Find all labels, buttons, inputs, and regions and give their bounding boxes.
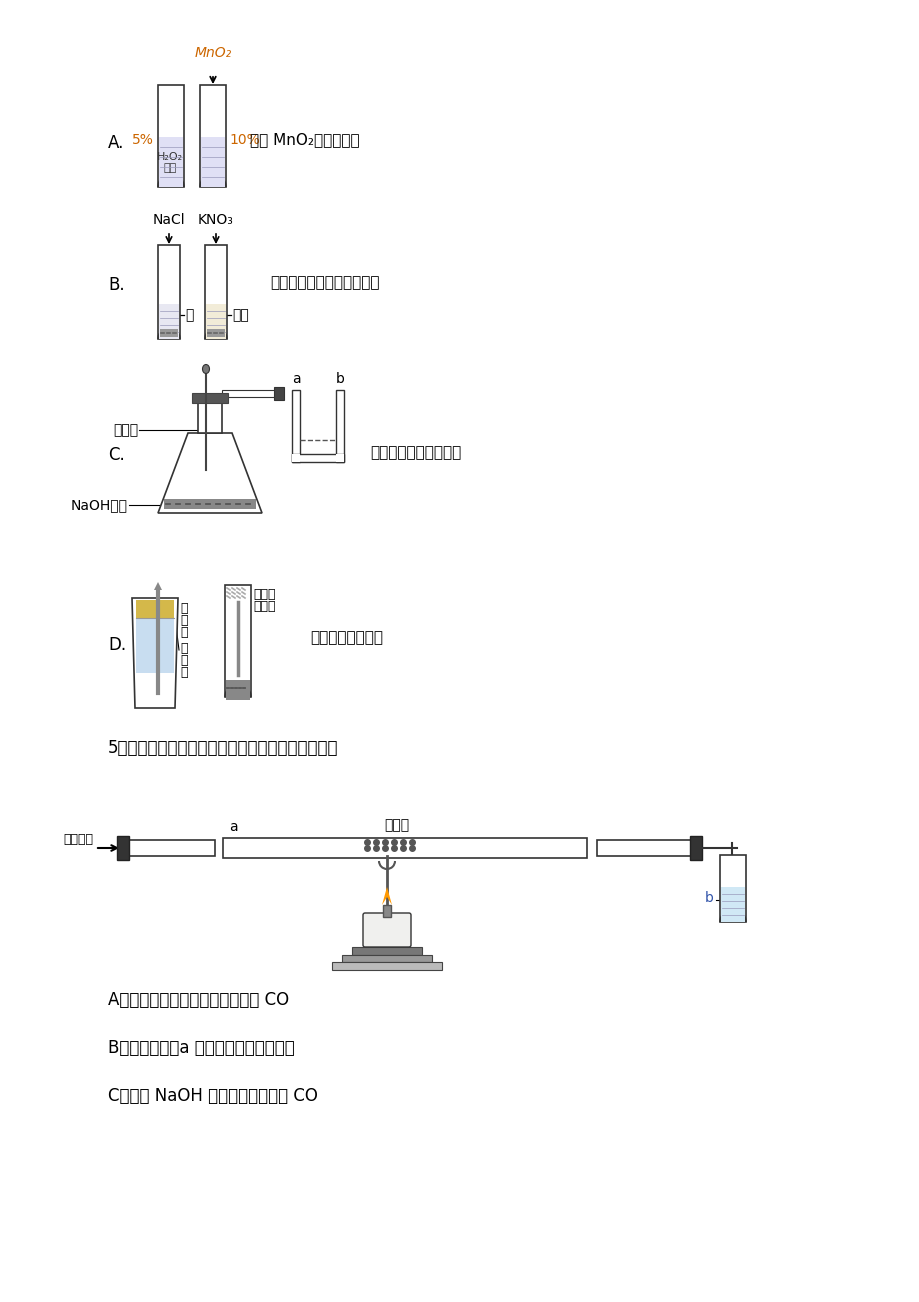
Text: 酒精: 酒精 (232, 309, 248, 322)
Bar (136, 600, 174, 618)
Text: NaCl: NaCl (153, 214, 185, 227)
Text: 水: 水 (185, 309, 193, 322)
Text: 植: 植 (180, 602, 187, 615)
Text: MnO₂: MnO₂ (194, 46, 232, 60)
Text: A．实验时应先点燃酒精喷灯后通 CO: A．实验时应先点燃酒精喷灯后通 CO (108, 991, 289, 1009)
Bar (225, 585, 251, 697)
Bar (352, 947, 422, 954)
Bar (291, 454, 300, 462)
Bar (596, 840, 691, 855)
FancyBboxPatch shape (363, 913, 411, 947)
Bar (720, 855, 745, 922)
Text: 油: 油 (180, 625, 187, 638)
Bar (335, 391, 344, 462)
Text: 蒸: 蒸 (180, 642, 187, 655)
Bar (335, 454, 344, 462)
Text: 探究 MnO₂的催化作用: 探究 MnO₂的催化作用 (250, 133, 359, 147)
Polygon shape (381, 887, 391, 905)
Text: 氧化铁: 氧化铁 (384, 818, 409, 832)
Polygon shape (205, 328, 227, 339)
Text: 棉花和: 棉花和 (253, 589, 275, 602)
Bar (207, 329, 225, 337)
Bar (291, 391, 300, 462)
Bar (226, 680, 250, 700)
Bar (342, 954, 432, 962)
Bar (222, 838, 586, 858)
Bar (689, 836, 701, 861)
Text: B．充分加热，a 处固体由黑色变为红色: B．充分加热，a 处固体由黑色变为红色 (108, 1039, 294, 1057)
Text: 物: 物 (180, 613, 187, 626)
Text: b: b (704, 891, 713, 905)
Bar (158, 245, 180, 339)
Text: 5、如图是工业炼铁的模拟实验。下列说法正确的是: 5、如图是工业炼铁的模拟实验。下列说法正确的是 (108, 740, 338, 756)
Text: NaOH固体: NaOH固体 (71, 497, 128, 512)
Polygon shape (199, 174, 226, 187)
Text: B.: B. (108, 276, 124, 294)
Bar (206, 303, 226, 339)
Bar (159, 137, 183, 187)
Bar (158, 85, 184, 187)
Bar (199, 85, 226, 187)
Polygon shape (153, 582, 162, 590)
Text: 稀硫酸: 稀硫酸 (113, 423, 138, 437)
Bar (136, 618, 174, 673)
Text: C.: C. (108, 447, 125, 464)
Bar (205, 245, 227, 339)
Text: A.: A. (108, 134, 124, 152)
Bar (274, 387, 284, 400)
Bar (159, 303, 179, 339)
Bar (200, 137, 225, 187)
Text: KNO₃: KNO₃ (198, 214, 233, 227)
Text: 一氧化碳: 一氧化碳 (62, 833, 93, 846)
Polygon shape (158, 174, 184, 187)
Bar (291, 454, 344, 462)
Text: 水: 水 (180, 665, 187, 678)
Bar (192, 393, 228, 404)
Bar (332, 962, 441, 970)
Bar (221, 391, 277, 397)
Polygon shape (131, 598, 177, 708)
Text: H₂O₂: H₂O₂ (157, 152, 183, 161)
Text: 10%: 10% (229, 133, 259, 147)
Text: b: b (335, 372, 344, 385)
Polygon shape (225, 684, 251, 697)
Text: a: a (291, 372, 300, 385)
Bar (119, 840, 215, 855)
Text: 探究影响物质溶解性的因素: 探究影响物质溶解性的因素 (269, 276, 380, 290)
Text: 干燥剂: 干燥剂 (253, 600, 275, 613)
Text: 馏: 馏 (180, 654, 187, 667)
Bar (382, 905, 391, 917)
Text: C．可用 NaOH 溶液吸收尾气中的 CO: C．可用 NaOH 溶液吸收尾气中的 CO (108, 1087, 318, 1105)
Bar (198, 404, 221, 434)
Text: a: a (229, 820, 237, 835)
Text: 溶液: 溶液 (164, 163, 176, 173)
Text: 5%: 5% (132, 133, 153, 147)
Bar (160, 329, 177, 337)
Ellipse shape (202, 365, 210, 374)
Text: D.: D. (108, 635, 126, 654)
Bar (720, 887, 744, 922)
Polygon shape (158, 434, 262, 513)
Polygon shape (158, 328, 180, 339)
Bar (164, 499, 255, 509)
Bar (117, 836, 129, 861)
Text: 探究铁生锈的条件: 探究铁生锈的条件 (310, 630, 382, 646)
Polygon shape (720, 909, 745, 922)
Text: 探究中和反应是否放热: 探究中和反应是否放热 (369, 445, 460, 461)
